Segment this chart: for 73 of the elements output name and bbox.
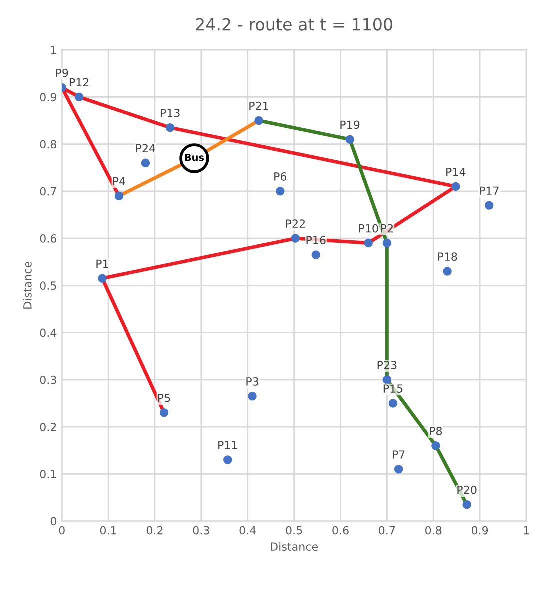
annotation: P15 (384, 384, 403, 393)
y-tick-label: 0.7 (40, 187, 56, 196)
point (141, 158, 150, 168)
y-tick-label: 0.3 (40, 376, 56, 384)
point (484, 201, 494, 210)
annotation: P5 (158, 394, 170, 402)
point (98, 274, 107, 283)
x-tick-label: 0.3 (193, 526, 210, 535)
annotation: P2 (381, 224, 393, 233)
y-tick-label: 0.8 (40, 140, 56, 149)
point (248, 392, 257, 401)
annotation: P4 (113, 177, 126, 186)
y-tick-label: 0 (50, 517, 56, 526)
x-tick-label: 1 (524, 526, 530, 535)
annotation: P14 (446, 168, 466, 176)
point (443, 267, 452, 276)
x-tick-label: 0.9 (472, 526, 488, 535)
y-tick-label: 0.6 (40, 234, 57, 243)
annotation: P16 (306, 236, 326, 245)
point (276, 187, 285, 196)
annotation: P23 (378, 361, 397, 370)
chart-title: 24.2 - route at t = 1100 (196, 18, 392, 31)
point (114, 192, 124, 201)
point (452, 182, 460, 192)
annotation: P9 (56, 68, 68, 78)
point (382, 238, 392, 248)
annotation: P17 (480, 186, 499, 195)
point (346, 135, 354, 144)
y-tick-label: 0.5 (40, 282, 56, 290)
x-tick-label: 0.4 (240, 526, 256, 535)
point (254, 116, 264, 126)
y-tick-label: 1 (51, 46, 56, 54)
point (74, 92, 84, 102)
point (462, 500, 472, 510)
point (388, 399, 398, 408)
annotation: P21 (250, 102, 268, 110)
point (291, 234, 300, 243)
point (160, 408, 169, 418)
annotation: P1 (96, 260, 108, 268)
x-tick-label: 0 (59, 526, 65, 535)
annotation: P6 (274, 172, 287, 181)
y-tick-label: 0.2 (40, 423, 56, 432)
y-tick-label: 0.9 (40, 93, 56, 102)
point (364, 238, 373, 248)
x-tick-label: 0.8 (426, 526, 442, 535)
annotation: Bus (185, 154, 204, 162)
annotation: P10 (359, 224, 378, 233)
y-axis-title: Distance (23, 262, 32, 309)
annotation: P22 (286, 220, 305, 228)
x-tick-label: 0.7 (379, 526, 396, 535)
annotation: P13 (160, 108, 180, 118)
point (166, 123, 175, 132)
point (382, 376, 392, 384)
annotation: P18 (438, 252, 458, 262)
point (394, 465, 404, 474)
x-tick-label: 0.5 (286, 526, 302, 535)
point (432, 442, 440, 450)
annotation: P12 (70, 78, 89, 87)
x-tick-label: 0.6 (332, 526, 349, 535)
annotation: P20 (458, 486, 477, 494)
annotation: P11 (218, 441, 238, 450)
annotation: P24 (136, 144, 156, 153)
point (224, 456, 232, 464)
annotation: P19 (340, 120, 360, 130)
x-tick-label: 0.2 (146, 526, 163, 535)
annotation: P8 (430, 426, 442, 436)
x-axis-title: Distance (271, 542, 318, 552)
y-tick-label: 0.4 (40, 328, 57, 338)
annotation: P7 (392, 450, 405, 459)
x-tick-label: 0.1 (100, 526, 116, 535)
point (312, 250, 320, 260)
y-tick-label: 0.1 (40, 470, 56, 479)
annotation: P3 (246, 378, 258, 386)
